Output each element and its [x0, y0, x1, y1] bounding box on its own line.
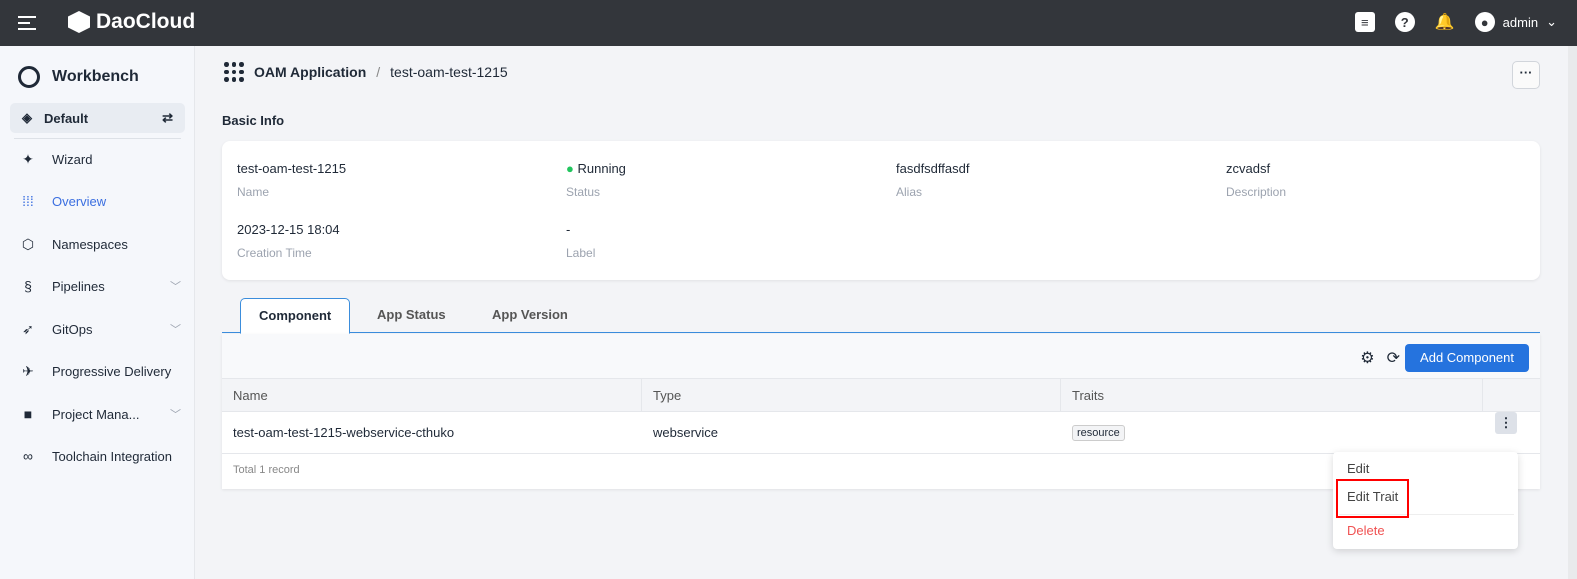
switch-icon[interactable]: ⇄ [162, 110, 173, 125]
sidebar-item-gitops[interactable]: ➶ GitOps ﹀ [0, 314, 195, 344]
menu-item-edit[interactable]: Edit [1347, 461, 1370, 476]
status-badge: ● Running [566, 161, 626, 176]
divider [14, 138, 181, 139]
logo[interactable]: DaoCloud [68, 10, 195, 34]
add-component-button[interactable]: Add Component [1405, 344, 1529, 372]
app-grid-icon [224, 62, 244, 82]
check-circle-icon: ● [566, 161, 574, 176]
menu-item-edit-trait[interactable]: Edit Trait [1347, 489, 1399, 504]
section-title: Basic Info [222, 113, 285, 128]
menu-icon[interactable] [18, 16, 36, 34]
pipeline-icon: § [24, 278, 32, 294]
help-icon[interactable]: ? [1394, 12, 1415, 32]
sidebar-item-overview[interactable]: ⁞⁞⁞ Overview [0, 186, 195, 216]
scrollbar[interactable] [1568, 46, 1577, 579]
table-header: Name Type Traits [222, 378, 1540, 412]
infinity-icon: ∞ [23, 448, 33, 464]
sidebar-item-toolchain[interactable]: ∞ Toolchain Integration [0, 441, 195, 471]
folder-icon: ■ [23, 406, 33, 422]
breadcrumb-parent[interactable]: OAM Application [254, 64, 367, 80]
table-row: test-oam-test-1215-webservice-cthuko web… [222, 412, 1540, 454]
grid-icon: ⁞⁞⁞ [22, 193, 34, 209]
chevron-down-icon: ⌄ [1546, 14, 1557, 29]
cube-icon: ⬡ [21, 235, 35, 252]
breadcrumb-current: test-oam-test-1215 [390, 64, 508, 80]
tab-component[interactable]: Component [240, 298, 351, 334]
top-bar: DaoCloud ≡ ? 🔔 ● admin ⌄ [0, 0, 1577, 46]
avatar: ● [1474, 12, 1495, 32]
workbench-icon [18, 66, 40, 88]
tab-bar: Component App Status App Version [222, 298, 1540, 334]
menu-item-delete[interactable]: Delete [1347, 523, 1385, 538]
sidebar: Workbench ◈ Default ⇄ ✦ Wizard ⁞⁞⁞ Overview … [0, 46, 195, 579]
settings-icon[interactable]: ⚙ [1360, 350, 1375, 367]
refresh-icon[interactable]: ⟳ [1386, 350, 1400, 367]
sidebar-item-project-management[interactable]: ■ Project Mana... ﹀ [0, 399, 195, 429]
wand-icon: ✦ [22, 150, 34, 167]
message-icon[interactable]: ≡ [1354, 12, 1375, 32]
workspace-switcher[interactable]: ◈ Default ⇄ [10, 103, 185, 133]
row-actions-button[interactable]: ⋮ [1495, 412, 1517, 434]
tab-app-status[interactable]: App Status [377, 307, 446, 322]
chevron-down-icon: ﹀ [170, 281, 181, 293]
rocket-icon: ➶ [22, 320, 34, 337]
breadcrumb: OAM Application / test-oam-test-1215 [224, 62, 508, 82]
workspace-icon: ◈ [22, 110, 32, 125]
sidebar-item-namespaces[interactable]: ⬡ Namespaces [21, 235, 128, 252]
row-actions-menu: Edit Edit Trait Delete [1333, 452, 1518, 549]
tab-app-version[interactable]: App Version [492, 307, 568, 322]
sidebar-item-pipelines[interactable]: § Pipelines ﹀ [0, 271, 195, 301]
total-records: Total 1 record [233, 464, 300, 476]
user-menu[interactable]: ● admin ⌄ [1474, 12, 1557, 32]
bird-icon: ✈ [22, 362, 34, 379]
more-actions-button[interactable]: ··· [1512, 61, 1540, 89]
highlight-box [1336, 479, 1409, 518]
bell-icon[interactable]: 🔔 [1434, 14, 1455, 31]
sidebar-item-wizard[interactable]: ✦ Wizard [0, 144, 195, 174]
trait-badge: resource [1072, 424, 1125, 441]
chevron-down-icon: ﹀ [170, 409, 181, 421]
sidebar-item-progressive-delivery[interactable]: ✈ Progressive Delivery [0, 356, 195, 386]
basic-info-card: test-oam-test-1215 Name ● Running Status f… [222, 141, 1540, 280]
main-content: OAM Application / test-oam-test-1215 ···… [196, 46, 1577, 579]
chevron-down-icon: ﹀ [170, 324, 181, 336]
component-panel: ⚙ ⟳ Add Component Name Type Traits test-o… [222, 334, 1540, 489]
